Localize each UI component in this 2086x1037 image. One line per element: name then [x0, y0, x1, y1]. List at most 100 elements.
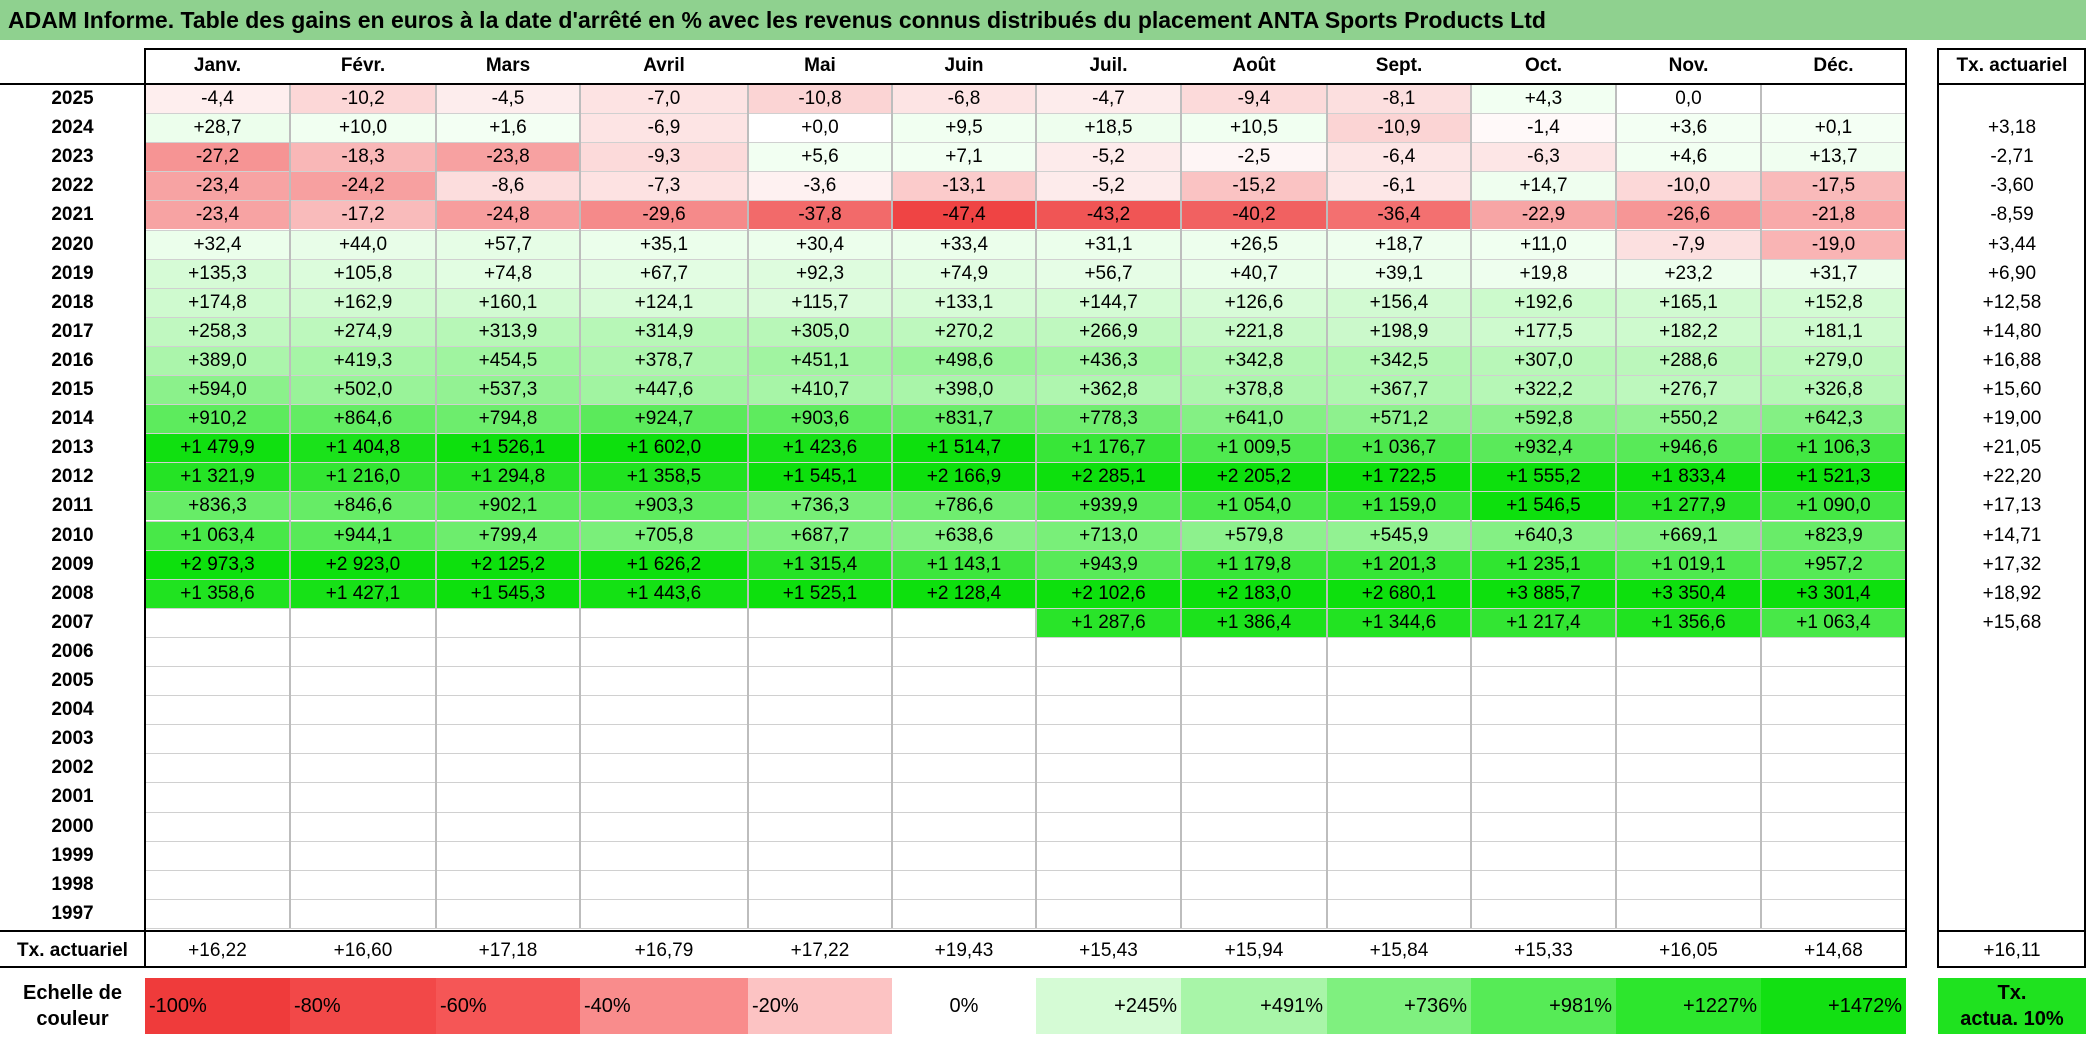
gain-cell: +498,6: [892, 345, 1036, 375]
color-scale-step: +981%: [1471, 978, 1616, 1034]
gain-cell: +198,9: [1327, 316, 1471, 346]
gain-cell: [1327, 724, 1471, 754]
color-scale-label: Echelle de couleur: [0, 980, 145, 1032]
gain-cell: +592,8: [1471, 404, 1616, 434]
gain-cell: [145, 607, 290, 637]
gain-cell: +1,6: [436, 113, 580, 143]
year-label: 2016: [51, 349, 94, 371]
rate-cell: +18,92: [1982, 582, 2042, 604]
gain-cell: +1 344,6: [1327, 607, 1471, 637]
gain-cell: +156,4: [1327, 287, 1471, 317]
gain-cell: -18,3: [290, 142, 436, 172]
gain-cell: [1327, 898, 1471, 928]
rate-cell: [1938, 841, 2086, 870]
gain-cell: +1 063,4: [1761, 607, 1906, 637]
gain-cell: [1616, 840, 1761, 870]
gain-cell: +165,1: [1616, 287, 1761, 317]
rate-10pct-swatch: Tx. actua. 10%: [1938, 978, 2086, 1034]
gain-cell: +1 159,0: [1327, 491, 1471, 521]
gain-cell: -10,8: [748, 84, 892, 114]
row-divider: [145, 287, 1906, 289]
gain-cell: +67,7: [580, 258, 748, 288]
gain-cell: +19,8: [1471, 258, 1616, 288]
gain-cell: +305,0: [748, 316, 892, 346]
gain-cell: +1 287,6: [1036, 607, 1181, 637]
rate-cell: +21,05: [1982, 437, 2042, 459]
color-scale-step: +491%: [1181, 978, 1327, 1034]
gain-cell: [892, 724, 1036, 754]
gain-cell: [1181, 666, 1327, 696]
gain-cell: [145, 695, 290, 725]
row-divider: [145, 724, 1906, 726]
gain-cell: -22,9: [1471, 200, 1616, 230]
gain-cell: +642,3: [1761, 404, 1906, 434]
year-label: 1998: [51, 873, 94, 895]
gain-cell: -23,8: [436, 142, 580, 172]
gain-cell: [1181, 636, 1327, 666]
rate-cell: +3,44: [1987, 233, 2037, 255]
gain-cell: [290, 666, 436, 696]
footer-rate-cell: +15,94: [1224, 940, 1284, 961]
gain-cell: -47,4: [892, 200, 1036, 230]
row-divider: [145, 578, 1906, 580]
table-border: [0, 966, 1906, 968]
gain-cell: +181,1: [1761, 316, 1906, 346]
gain-cell: +687,7: [748, 520, 892, 550]
gain-cell: [1327, 666, 1471, 696]
month-header: Août: [1232, 55, 1276, 76]
gain-cell: +2 285,1: [1036, 462, 1181, 492]
color-scale-step: +1227%: [1616, 978, 1761, 1034]
year-label: 2020: [51, 233, 94, 255]
gain-cell: +2 680,1: [1327, 578, 1471, 608]
gain-cell: [1761, 811, 1906, 841]
column-divider: [747, 84, 749, 928]
gain-cell: +419,3: [290, 345, 436, 375]
gain-cell: +1 277,9: [1616, 491, 1761, 521]
gain-cell: [1761, 898, 1906, 928]
gain-cell: +56,7: [1036, 258, 1181, 288]
footer-rate-cell: +16,79: [634, 940, 694, 961]
gain-cell: +10,5: [1181, 113, 1327, 143]
gain-cell: [1616, 898, 1761, 928]
gain-cell: [145, 636, 290, 666]
gain-cell: [145, 898, 290, 928]
gain-cell: +92,3: [748, 258, 892, 288]
gain-cell: [892, 869, 1036, 899]
gain-cell: +846,6: [290, 491, 436, 521]
table-border: [1905, 48, 1907, 968]
rate-cell: -8,59: [1990, 204, 2034, 226]
row-divider: [145, 375, 1906, 376]
footer-rate-cell: +15,43: [1079, 940, 1138, 961]
year-label: 2018: [51, 291, 94, 313]
gain-cell: -7,0: [580, 84, 748, 114]
column-divider: [435, 84, 437, 928]
year-label: 2004: [51, 699, 94, 721]
gain-cell: +3 301,4: [1761, 578, 1906, 608]
gain-cell: +32,4: [145, 229, 290, 259]
rate-border: [2084, 48, 2086, 968]
gain-cell: [1761, 869, 1906, 899]
gain-cell: [1036, 666, 1181, 696]
gain-cell: +322,2: [1471, 375, 1616, 405]
gain-cell: -13,1: [892, 171, 1036, 201]
rate-cell: +16,88: [1982, 349, 2042, 371]
gain-cell: [1616, 666, 1761, 696]
gain-cell: [145, 724, 290, 754]
gain-cell: -36,4: [1327, 200, 1471, 230]
gain-cell: -8,6: [436, 171, 580, 201]
gain-cell: +389,0: [145, 345, 290, 375]
gain-cell: [1471, 695, 1616, 725]
gain-cell: [580, 811, 748, 841]
row-divider: [145, 927, 1906, 929]
rate-cell: [1938, 870, 2086, 899]
column-divider: [1470, 84, 1472, 928]
gain-cell: +1 019,1: [1616, 549, 1761, 579]
gain-cell: -8,1: [1327, 84, 1471, 114]
gain-cell: +638,6: [892, 520, 1036, 550]
gain-cell: +2 183,0: [1181, 578, 1327, 608]
gain-cell: [145, 869, 290, 899]
gain-cell: +1 423,6: [748, 433, 892, 463]
month-header: Sept.: [1375, 55, 1423, 76]
gain-cell: +44,0: [290, 229, 436, 259]
row-divider: [145, 520, 1906, 522]
